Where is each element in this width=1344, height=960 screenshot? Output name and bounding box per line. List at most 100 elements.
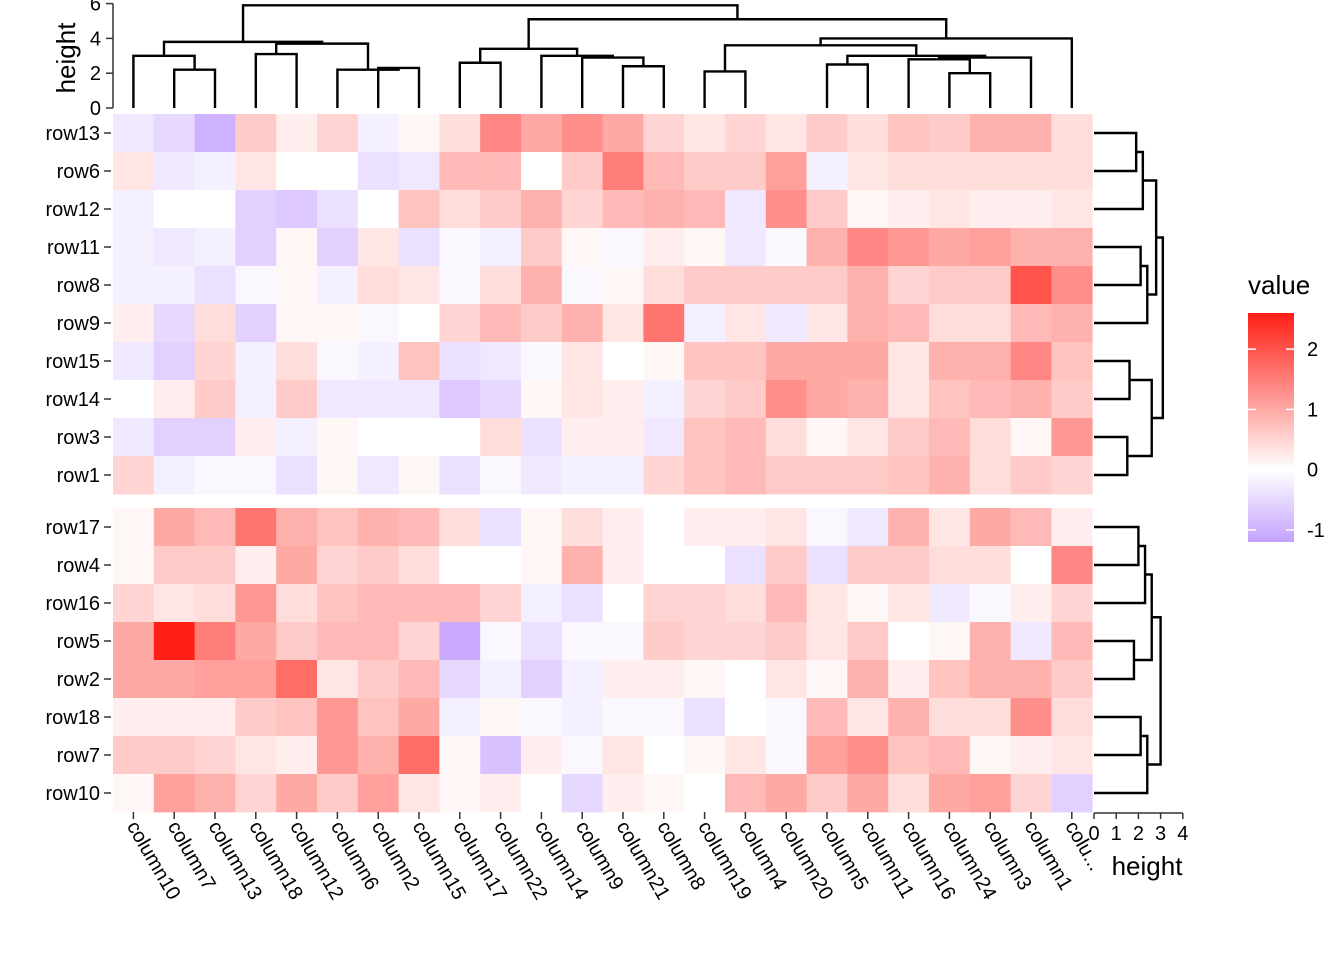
row-dendrogram-link — [1133, 573, 1153, 662]
heatmap-cell — [357, 456, 399, 495]
heatmap-cell — [439, 190, 481, 229]
heatmap-cell — [439, 660, 481, 699]
heatmap-cell — [480, 152, 522, 191]
heatmap-cell — [806, 698, 848, 737]
heatmap-cell — [357, 622, 399, 661]
column-dendrogram-link — [938, 56, 1033, 108]
heatmap-cell — [398, 698, 440, 737]
heatmap-cell — [929, 622, 971, 661]
heatmap-cell — [521, 546, 563, 585]
top-axis-tick-label: 2 — [90, 63, 101, 85]
row-label: row4 — [57, 555, 100, 577]
column-dendrogram-link — [825, 63, 869, 108]
heatmap-cell — [684, 228, 726, 267]
heatmap-cell — [602, 152, 644, 191]
heatmap-cell — [847, 622, 889, 661]
heatmap-cell — [765, 380, 807, 419]
heatmap-cell — [276, 622, 318, 661]
heatmap-cell — [888, 418, 930, 457]
heatmap-cell — [643, 622, 685, 661]
heatmap-cell — [521, 304, 563, 343]
heatmap-cell — [1051, 456, 1093, 495]
heatmap-cell — [235, 508, 277, 547]
heatmap-cell — [888, 266, 930, 305]
heatmap-cell — [357, 736, 399, 775]
heatmap-cell — [806, 584, 848, 623]
heatmap-cell — [357, 190, 399, 229]
heatmap-cell — [969, 304, 1011, 343]
row-dendrogram-link — [1094, 245, 1142, 287]
heatmap-cell — [969, 774, 1011, 813]
column-dendrogram-link — [173, 68, 217, 108]
heatmap-cell — [317, 266, 359, 305]
heatmap-cell — [521, 508, 563, 547]
heatmap-cell — [684, 736, 726, 775]
heatmap-cell — [847, 228, 889, 267]
heatmap-cell — [806, 456, 848, 495]
heatmap-cell — [521, 736, 563, 775]
heatmap-cell — [317, 114, 359, 153]
heatmap-cell — [806, 736, 848, 775]
heatmap-cell — [725, 546, 767, 585]
heatmap-cell — [1010, 774, 1052, 813]
heatmap-cell — [888, 698, 930, 737]
heatmap-cell — [725, 266, 767, 305]
heatmap-cell — [113, 774, 155, 813]
heatmap-cell — [602, 228, 644, 267]
heatmap-cell — [276, 546, 318, 585]
heatmap-cell — [357, 546, 399, 585]
heatmap-cell — [684, 152, 726, 191]
heatmap-cell — [765, 152, 807, 191]
heatmap-cell — [847, 266, 889, 305]
row-dendrogram — [1094, 131, 1165, 795]
heatmap-cell — [480, 736, 522, 775]
heatmap-cell — [521, 622, 563, 661]
heatmap-cell — [969, 456, 1011, 495]
heatmap-cell — [888, 546, 930, 585]
heatmap-cell — [561, 774, 603, 813]
heatmap-cell — [153, 736, 195, 775]
heatmap-cell — [439, 622, 481, 661]
heatmap-cell — [113, 266, 155, 305]
right-axis-tick-label: 0 — [1088, 823, 1099, 845]
heatmap-cell — [235, 418, 277, 457]
heatmap-cell — [398, 418, 440, 457]
heatmap-cell — [153, 114, 195, 153]
heatmap-cell — [194, 228, 236, 267]
heatmap-cell — [235, 152, 277, 191]
heatmap-cell — [847, 418, 889, 457]
column-dendrogram-link — [907, 58, 971, 108]
heatmap-cell — [398, 546, 440, 585]
heatmap-cell — [276, 736, 318, 775]
heatmap-cell — [765, 228, 807, 267]
heatmap-cell — [276, 456, 318, 495]
right-axis-tick-label: 1 — [1111, 823, 1122, 845]
row-label: row14 — [46, 389, 100, 411]
heatmap-cell — [317, 736, 359, 775]
heatmap-cell — [317, 622, 359, 661]
heatmap-cell — [969, 584, 1011, 623]
heatmap-cell — [684, 190, 726, 229]
row-dendrogram-link — [1151, 236, 1165, 420]
heatmap-cell — [235, 190, 277, 229]
heatmap-cell — [847, 584, 889, 623]
row-dendrogram-link — [1094, 131, 1138, 173]
heatmap-cell — [1010, 228, 1052, 267]
heatmap-cell — [235, 266, 277, 305]
heatmap-cell — [439, 228, 481, 267]
heatmap-cell — [398, 660, 440, 699]
heatmap-cell — [847, 546, 889, 585]
heatmap-cell — [765, 456, 807, 495]
heatmap-cell — [643, 266, 685, 305]
heatmap-cell — [317, 660, 359, 699]
heatmap-cell — [561, 508, 603, 547]
heatmap-cell — [521, 152, 563, 191]
heatmap-cell — [725, 660, 767, 699]
heatmap-cell — [235, 546, 277, 585]
row-label: row12 — [46, 199, 100, 221]
heatmap-cell — [561, 546, 603, 585]
heatmap-cell — [439, 266, 481, 305]
heatmap-cell — [888, 584, 930, 623]
heatmap-cell — [398, 114, 440, 153]
heatmap-cell — [765, 508, 807, 547]
